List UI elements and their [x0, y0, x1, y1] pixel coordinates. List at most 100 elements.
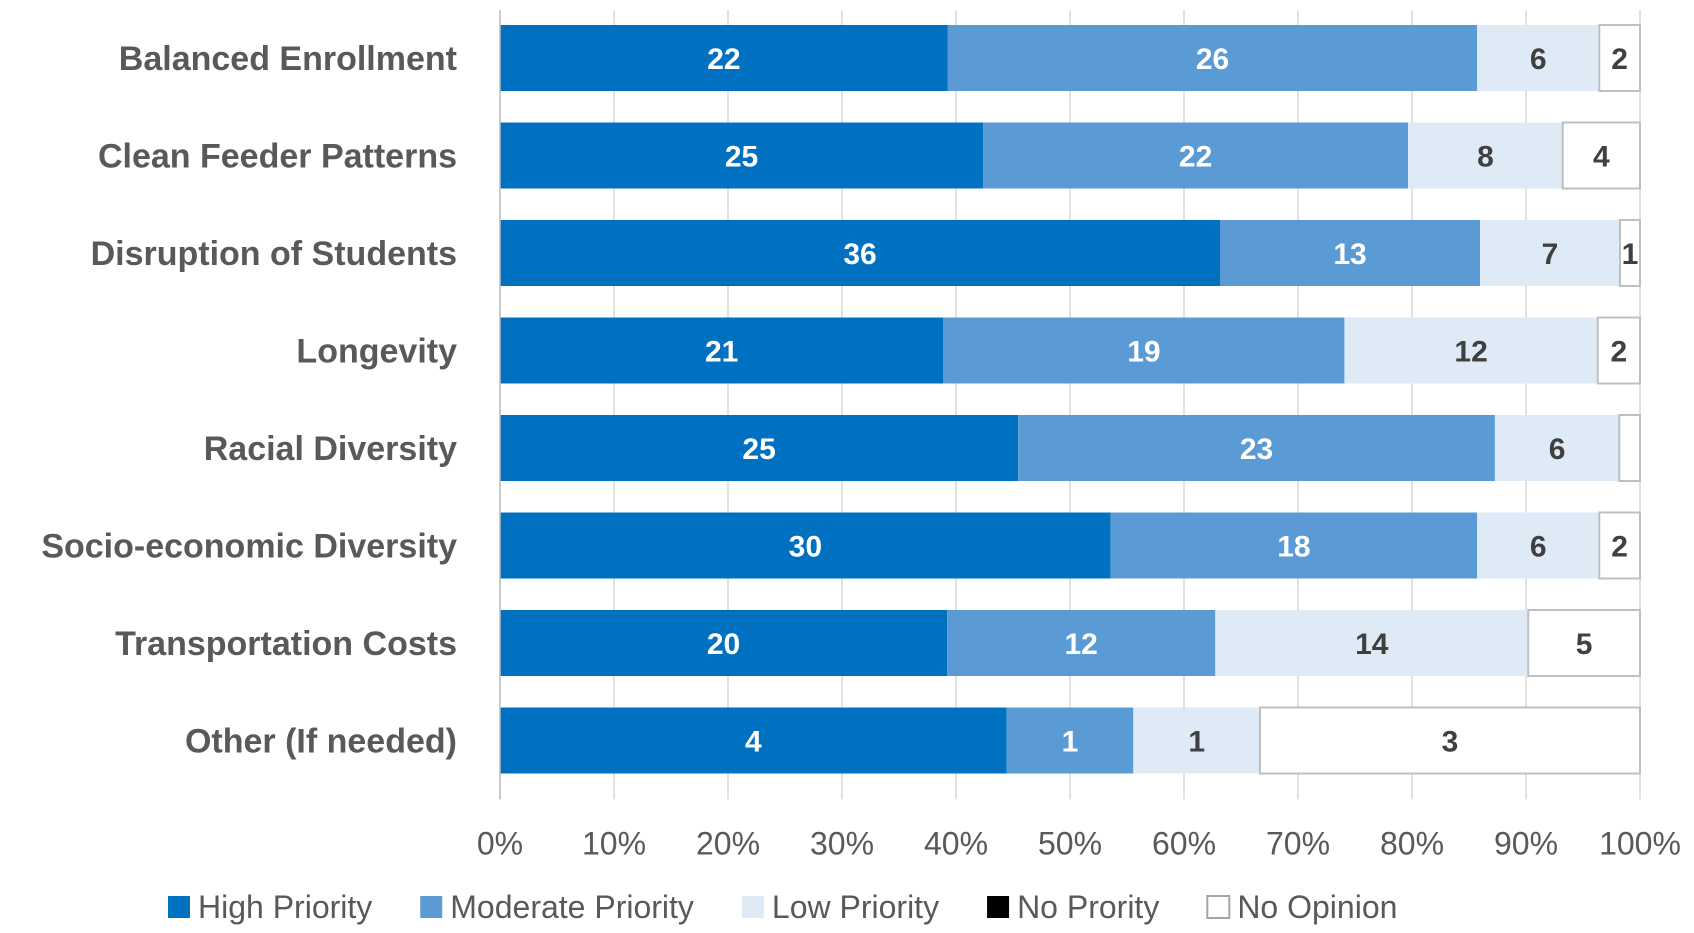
bar-value-label: 25 — [725, 141, 758, 174]
bar-segment — [500, 415, 1019, 481]
bar-value-label: 2 — [1611, 531, 1628, 564]
legend-label: No Prority — [1017, 889, 1159, 925]
bar-segment — [1220, 220, 1480, 286]
bar-value-label: 23 — [1240, 433, 1273, 466]
bar-segment — [1110, 512, 1478, 579]
bar-segment — [1598, 511, 1642, 580]
legend-item: High Priority — [168, 889, 372, 925]
bar-segment — [943, 317, 1345, 384]
x-tick-label: 60% — [1152, 825, 1216, 861]
bar-value-label: 4 — [745, 726, 762, 759]
category-label: Other (If needed) — [185, 723, 457, 761]
bar-value-label: 7 — [1542, 238, 1559, 271]
bar-segment — [947, 610, 1216, 676]
legend-item: No Opinion — [1206, 889, 1397, 925]
x-tick-label: 80% — [1380, 825, 1444, 861]
bar-value-label: 2 — [1611, 336, 1628, 369]
category-labels: Balanced Enrollment Clean Feeder Patterns… — [41, 40, 457, 761]
category-label: Socio-economic Diversity — [41, 528, 457, 566]
legend-item: No Prority — [987, 889, 1159, 925]
x-axis-tick-labels: 0% 10% 20% 30% 40% 50% 60% 70% 80% 90% 100% — [477, 825, 1681, 861]
legend-label: No Opinion — [1237, 889, 1397, 925]
bar-value-label: 8 — [1477, 141, 1494, 174]
bar-segment — [500, 122, 984, 189]
x-tick-label: 30% — [810, 825, 874, 861]
legend-swatch — [741, 896, 764, 918]
bar-segment — [1494, 415, 1620, 481]
legend-label: Low Priority — [772, 889, 939, 925]
bar-row: 20 12 14 5 — [500, 609, 1642, 677]
bar-segment — [500, 512, 1111, 579]
bar-segment — [1596, 316, 1642, 385]
bar-row: 25 23 6 — [500, 414, 1641, 482]
bar-segment — [1561, 121, 1642, 190]
x-tick-label: 50% — [1038, 825, 1102, 861]
category-label: Racial Diversity — [204, 430, 457, 468]
bar-value-label: 5 — [1576, 628, 1593, 661]
x-tick-label: 100% — [1599, 825, 1681, 861]
bar-value-label: 12 — [1064, 628, 1097, 661]
bar-segment — [500, 25, 948, 91]
bar-row: 21 19 12 2 — [500, 316, 1642, 385]
bar-value-label: 12 — [1454, 336, 1487, 369]
bar-segment — [1477, 25, 1600, 91]
legend-swatch — [420, 896, 443, 918]
legend-item: Moderate Priority — [420, 889, 694, 925]
bar-segment — [1006, 707, 1134, 774]
bar-segment — [1527, 609, 1642, 677]
bar-value-label: 19 — [1127, 336, 1160, 369]
bar-value-label: 6 — [1530, 43, 1547, 76]
x-tick-label: 0% — [477, 825, 523, 861]
bar-segment — [1477, 512, 1600, 579]
bar-segment — [1619, 219, 1641, 287]
bar-segment — [1259, 706, 1641, 775]
bar-value-label: 6 — [1549, 433, 1566, 466]
category-label: Clean Feeder Patterns — [98, 138, 457, 176]
category-label: Transportation Costs — [115, 625, 457, 663]
legend-swatch — [987, 896, 1010, 918]
bar-value-label: 36 — [843, 238, 876, 271]
legend-swatch — [168, 896, 190, 918]
bar-segment — [947, 25, 1478, 91]
x-tick-label: 70% — [1266, 825, 1330, 861]
bar-segment — [500, 220, 1220, 286]
category-label: Balanced Enrollment — [119, 40, 457, 78]
bar-value-label: 2 — [1611, 43, 1628, 76]
bar-segment — [500, 610, 948, 676]
bar-segment — [1018, 415, 1495, 481]
category-label: Disruption of Students — [91, 235, 457, 273]
bar-value-label: 22 — [1179, 141, 1212, 174]
bar-value-label: 14 — [1355, 628, 1389, 661]
x-tick-label: 20% — [696, 825, 760, 861]
bar-row: 36 13 7 1 — [500, 219, 1641, 287]
bar-segment — [1598, 24, 1642, 92]
bar-value-label: 4 — [1593, 141, 1610, 174]
x-tick-label: 40% — [924, 825, 988, 861]
bar-row: 30 18 6 2 — [500, 511, 1642, 580]
bar-value-label: 25 — [742, 433, 775, 466]
bar-value-label: 1 — [1622, 238, 1639, 271]
bar-segment — [1344, 317, 1598, 384]
legend-item: Low Priority — [741, 889, 939, 925]
bar-value-label: 21 — [705, 336, 738, 369]
bar-segment — [1133, 707, 1260, 774]
legend-label: Moderate Priority — [450, 889, 694, 925]
bar-segment — [1480, 220, 1620, 286]
bar-value-label: 22 — [707, 43, 740, 76]
bar-row: 25 22 8 4 — [500, 121, 1642, 190]
bar-segment — [500, 317, 944, 384]
bar-area: 22 26 6 225 22 8 436 13 7 121 19 12 225 23 630 18 6 220 12… — [500, 24, 1642, 775]
bar-value-label: 13 — [1333, 238, 1366, 271]
bar-segment — [983, 122, 1409, 189]
x-tick-label: 10% — [582, 825, 646, 861]
bar-row: 4 1 1 3 — [500, 706, 1641, 775]
bar-row: 22 26 6 2 — [500, 24, 1642, 92]
x-tick-label: 90% — [1494, 825, 1558, 861]
bar-value-label: 1 — [1062, 726, 1079, 759]
legend: High Priority Moderate Priority Low Priori… — [168, 889, 1397, 925]
bar-value-label: 1 — [1188, 726, 1205, 759]
legend-swatch — [1206, 895, 1231, 919]
bar-segment — [1408, 122, 1563, 189]
bar-segment — [1215, 610, 1529, 676]
